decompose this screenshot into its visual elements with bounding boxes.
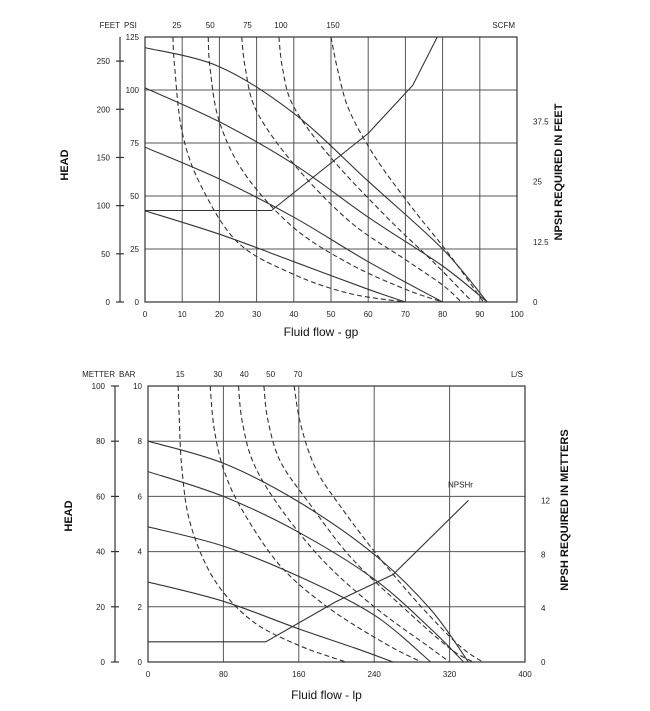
chart1-head-curve: [145, 87, 488, 302]
chart1-air-consumption-label: 75: [243, 21, 252, 30]
chart1-x-tick-label: 100: [510, 310, 524, 319]
chart1-inner-tick-label: 75: [130, 139, 139, 148]
chart2-npsh-tick-label: 12: [541, 496, 550, 505]
chart1-inner-tick-label: 50: [130, 192, 139, 201]
chart2-x-tick-label: 0: [146, 670, 151, 679]
chart1-outer-tick-label: 100: [97, 202, 111, 211]
chart2-outer-tick-label: 20: [96, 603, 105, 612]
chart2-right-axis-title: NPSH REQUIRED IN METTERS: [559, 429, 571, 590]
chart1-air-consumption-curve: [278, 37, 473, 302]
chart2-npsh-curve: [148, 500, 469, 643]
chart2-head-curve: [148, 581, 394, 662]
chart2-x-tick-label: 240: [368, 670, 382, 679]
chart2-x-tick-label: 320: [443, 670, 457, 679]
chart2-air-consumption-curve: [293, 386, 483, 662]
chart2-plot-frame: [147, 385, 526, 663]
chart1-inner-unit-label: PSI: [124, 21, 137, 30]
chart1-outer-tick-label: 150: [97, 153, 111, 162]
chart2-inner-tick-label: 2: [138, 603, 143, 612]
chart2-x-tick-label: 400: [518, 670, 532, 679]
chart1-x-tick-label: 10: [178, 310, 187, 319]
chart2-inner-tick-label: 10: [133, 382, 142, 391]
chart2-y-axis-title: HEAD: [63, 500, 75, 531]
chart1-inner-tick-label: 0: [135, 298, 140, 307]
chart2-inner-tick-label: 6: [138, 492, 143, 501]
chart1-x-tick-label: 50: [327, 310, 336, 319]
chart2-air-consumption-label: 70: [294, 370, 303, 379]
chart2-x-tick-label: 160: [292, 670, 306, 679]
chart2-inner-tick-label: 0: [138, 658, 143, 667]
chart1-air-unit-label: SCFM: [492, 21, 515, 30]
chart1-npsh-tick-label: 25: [533, 178, 542, 187]
chart1-air-consumption-curve: [207, 37, 443, 302]
chart1-x-tick-label: 70: [401, 310, 410, 319]
chart2-air-consumption-label: 40: [240, 370, 249, 379]
chart2-air-unit-label: L/S: [511, 370, 523, 379]
chart1-head-curve: [145, 210, 406, 302]
chart2-npsh-tick-label: 4: [541, 604, 546, 613]
chart2-head-curve: [148, 440, 469, 662]
chart1-y-axis-title: HEAD: [59, 149, 71, 180]
chart2-x-axis-title: Fluid flow - lp: [291, 688, 362, 702]
chart2-air-consumption-curve: [177, 386, 347, 662]
chart1-air-consumption-label: 100: [274, 21, 288, 30]
chart1-air-consumption-curve: [330, 37, 484, 302]
chart1-npsh-tick-label: 37.5: [533, 117, 549, 126]
chart2-outer-tick-label: 60: [96, 492, 105, 501]
chart1-npsh-curve: [145, 37, 438, 212]
chart1-outer-tick-label: 200: [97, 105, 111, 114]
chart1-inner-tick-label: 100: [126, 86, 140, 95]
chart1-air-consumption-label: 50: [206, 21, 215, 30]
chart2-outer-tick-label: 80: [96, 437, 105, 446]
chart2-air-consumption-label: 15: [176, 370, 185, 379]
chart1-inner-tick-label: 125: [126, 33, 140, 42]
chart2-npsh-tick-label: 0: [541, 658, 546, 667]
chart2-outer-unit-label: METTER: [82, 370, 115, 379]
chart1-npsh-tick-label: 0: [533, 298, 538, 307]
chart1-outer-tick-label: 0: [106, 298, 111, 307]
chart1-x-tick-label: 90: [475, 310, 484, 319]
chart1-head-curve: [145, 47, 488, 302]
chart1-x-tick-label: 60: [364, 310, 373, 319]
chart1-x-tick-label: 40: [289, 310, 298, 319]
chart2-outer-tick-label: 0: [101, 658, 106, 667]
chart1-x-tick-label: 80: [438, 310, 447, 319]
chart1-x-tick-label: 30: [252, 310, 261, 319]
chart2-air-consumption-label: 30: [213, 370, 222, 379]
chart1-outer-tick-label: 50: [101, 250, 110, 259]
chart1-outer-unit-label: FEET: [100, 21, 121, 30]
chart2-air-consumption-label: 50: [266, 370, 275, 379]
chart1-inner-tick-label: 25: [130, 245, 139, 254]
chart2-head-curve: [148, 526, 432, 662]
chart2-outer-tick-label: 40: [96, 548, 105, 557]
chart2-air-consumption-curve: [237, 386, 450, 662]
chart2-inner-tick-label: 4: [138, 548, 143, 557]
chart1-head-curve: [145, 146, 443, 302]
chart2-x-tick-label: 80: [219, 670, 228, 679]
chart1-npsh-tick-label: 12.5: [533, 238, 549, 247]
chart2-npsh-tick-label: 8: [541, 550, 546, 559]
chart2-inner-unit-label: BAR: [119, 370, 136, 379]
chart1-air-consumption-label: 150: [326, 21, 340, 30]
chart1-x-tick-label: 20: [215, 310, 224, 319]
chart2-inner-tick-label: 8: [138, 437, 143, 446]
chart1-air-consumption-label: 25: [172, 21, 181, 30]
chart2-air-consumption-curve: [263, 386, 474, 662]
chart2-npsh-label: NPSHr: [448, 481, 473, 490]
chart2-outer-tick-label: 100: [92, 382, 106, 391]
chart2-head-curve: [148, 471, 465, 662]
chart1-x-axis-title: Fluid flow - gp: [284, 325, 359, 339]
chart2-air-consumption-curve: [209, 386, 422, 662]
chart1-x-tick-label: 0: [143, 310, 148, 319]
chart1-right-axis-title: NPSH REQUIRED IN FEET: [553, 103, 565, 240]
chart1-outer-tick-label: 250: [97, 57, 111, 66]
chart1-air-consumption-curve: [241, 37, 462, 302]
chart1-air-consumption-curve: [172, 37, 406, 302]
